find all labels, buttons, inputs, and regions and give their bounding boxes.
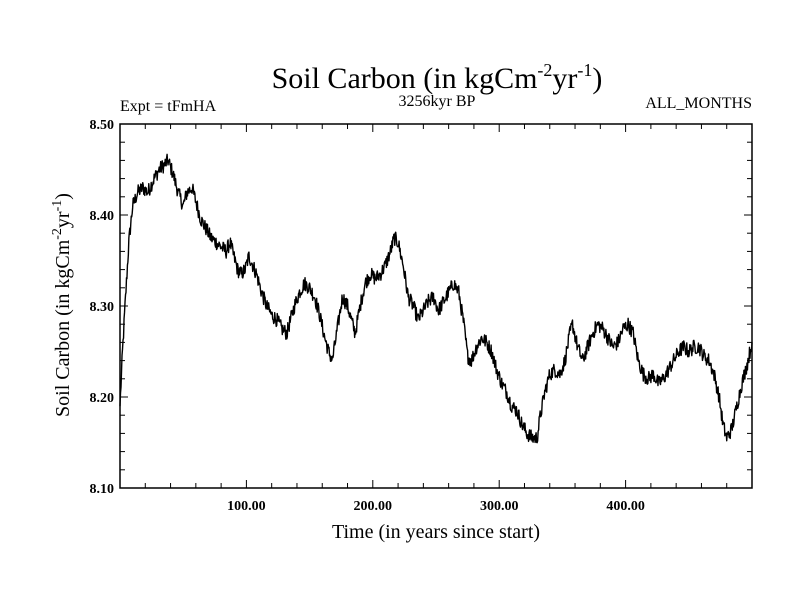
chart-title: Soil Carbon (in kgCm-2yr-1) [272,60,603,95]
chart-title-mid: yr [552,62,577,95]
y-axis-label: Soil Carbon (in kgCm-2yr-1) [50,193,74,417]
series-line-soil-carbon [119,153,753,444]
x-tick-label: 200.00 [354,499,393,514]
experiment-label: Expt = tFmHA [120,98,217,115]
y-tick-label: 8.40 [90,209,115,224]
y-tick-label: 8.50 [90,118,115,133]
x-tick-label: 100.00 [227,499,266,514]
chart-title-exponent-1: -2 [537,60,552,80]
x-axis-label: Time (in years since start) [332,521,540,543]
chart-title-main: Soil Carbon (in kgCm [272,62,538,95]
y-axis-label-main: Soil Carbon (in kgCm [52,239,74,417]
y-axis-label-end: ) [52,193,74,200]
x-tick-label: 400.00 [606,499,645,514]
y-tick-label: 8.10 [90,482,115,497]
y-axis-label-exponent-1: -2 [50,228,65,240]
y-axis-label-mid: yr [52,211,74,228]
months-label: ALL_MONTHS [645,95,752,112]
x-axis-ticks: 100.00 200.00 300.00 400.00 [144,124,728,514]
x-tick-label: 300.00 [480,499,519,514]
y-axis-label-exponent-2: -1 [50,200,65,212]
period-label: 3256kyr BP [399,93,476,110]
y-axis-ticks: 8.10 8.20 8.30 8.40 8.50 [90,118,752,497]
chart-title-exponent-2: -1 [577,60,592,80]
y-tick-label: 8.30 [90,300,115,315]
y-tick-label: 8.20 [90,391,115,406]
chart-title-end: ) [592,62,602,95]
